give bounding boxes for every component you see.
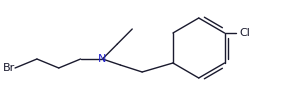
- Text: Cl: Cl: [239, 28, 250, 38]
- Text: N: N: [98, 54, 107, 64]
- Text: Br: Br: [3, 63, 15, 73]
